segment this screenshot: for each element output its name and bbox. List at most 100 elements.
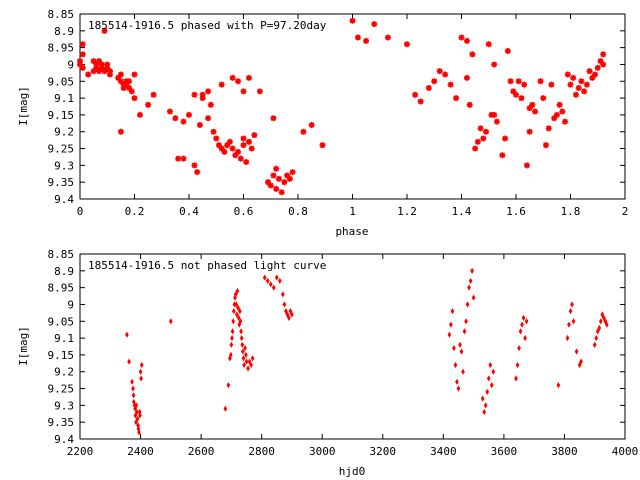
data-point-not-phased [577,361,582,369]
data-point-phased [463,74,470,81]
data-point-not-phased [241,348,245,355]
data-point-phased [404,41,410,48]
data-point-phased [270,115,277,122]
data-point-not-phased [242,361,246,369]
data-point-phased [98,64,105,71]
data-point-phased [488,111,495,118]
x-tick-label-phased: 2 [622,205,629,218]
data-point-phased [273,165,280,172]
data-point-phased [594,64,601,71]
data-point-not-phased [458,341,462,348]
data-point-phased [79,51,86,58]
data-point-phased [442,71,449,78]
x-tick-label-not-phased: 2400 [127,445,154,458]
data-point-phased [412,91,419,98]
data-point-phased [232,152,239,159]
data-point-phased [447,81,454,88]
data-point-not-phased [470,267,474,274]
y-tick-label-phased: 9.35 [48,176,75,189]
data-point-phased [472,145,479,152]
data-point-phased [96,58,103,65]
data-point-phased [578,78,585,85]
y-tick-label-not-phased: 9.15 [48,349,75,362]
data-point-not-phased [491,368,496,375]
data-point-not-phased [455,378,459,385]
data-point-phased [308,122,315,128]
data-point-phased [104,64,111,71]
data-point-phased [136,111,143,118]
data-point-phased [248,145,255,152]
y-tick-label-not-phased: 9.05 [48,315,75,328]
x-tick-label-not-phased: 3600 [491,445,518,458]
data-point-not-phased [168,318,173,325]
data-point-phased [477,125,484,132]
data-point-phased [275,175,282,182]
data-point-not-phased [138,368,143,375]
data-point-phased [180,118,187,125]
data-point-phased [567,81,574,88]
data-point-phased [237,155,244,162]
x-tick-label-phased: 0 [77,205,84,218]
data-point-phased [235,148,242,155]
data-point-phased [120,85,127,91]
data-point-not-phased [240,341,245,348]
data-point-phased [553,111,560,118]
data-point-not-phased [567,321,571,328]
data-point-phased [354,34,361,41]
data-point-not-phased [236,314,241,321]
data-point-phased [128,88,135,95]
data-point-phased [96,68,103,75]
data-point-not-phased [282,301,287,308]
x-tick-label-phased: 1.4 [452,205,472,218]
data-point-not-phased [243,345,247,352]
data-point-phased [502,135,509,142]
data-point-not-phased [238,318,243,325]
data-point-phased [213,135,220,142]
data-point-phased [523,162,530,169]
data-point-phased [289,169,296,176]
data-point-not-phased [239,328,243,335]
data-point-phased [115,74,122,81]
data-point-phased [205,88,212,95]
data-point-phased [207,101,214,108]
data-point-phased [273,185,280,192]
data-point-phased [205,115,212,122]
data-point-phased [196,122,203,128]
x-tick-label-phased: 0.4 [179,205,199,218]
data-point-phased [210,128,217,135]
x-tick-label-not-phased: 3400 [430,445,457,458]
data-point-not-phased [594,335,599,342]
data-point-phased [172,115,179,122]
x-tick-label-not-phased: 3800 [551,445,578,458]
data-point-not-phased [127,358,131,365]
data-point-phased [199,91,206,98]
data-point-not-phased [277,277,282,284]
data-point-not-phased [523,335,527,342]
data-point-phased [586,68,593,75]
data-point-phased [548,81,555,88]
data-point-not-phased [579,358,583,365]
data-point-not-phased [449,321,453,328]
data-point-phased [284,172,291,179]
y-tick-label-not-phased: 9 [67,298,74,311]
data-point-phased [515,78,522,85]
y-tick-label-phased: 8.9 [54,25,74,38]
data-point-phased [597,58,604,65]
data-point-not-phased [453,361,458,369]
y-tick-label-not-phased: 9.2 [54,366,74,379]
chart-phased: 0 0.2 0.4 0.6 0.8 1 1.2 1.4 1.6 1.8 2 8.85 8.9 8.95 9 9… [17,8,628,238]
data-point-phased [106,71,113,78]
points-not-phased [125,267,609,436]
data-point-phased [90,68,97,75]
points-phased [77,17,607,196]
data-point-phased [93,64,100,71]
data-point-phased [466,101,473,108]
data-point-not-phased [598,318,603,325]
data-point-not-phased [250,355,255,362]
y-tick-label-phased: 9.3 [54,159,74,172]
data-point-phased [559,108,566,115]
data-point-phased [545,125,552,132]
y-axis-label-not-phased: I[mag] [17,326,30,366]
data-point-phased [180,155,187,162]
data-point-phased [145,101,152,108]
